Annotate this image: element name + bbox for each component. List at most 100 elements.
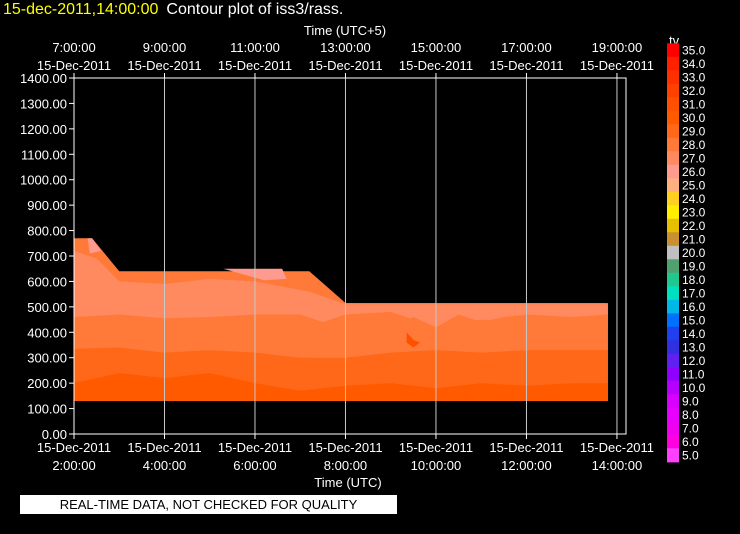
colorbar-swatch-8	[667, 151, 679, 166]
x-tick-top-date-1: 15-Dec-2011	[127, 58, 201, 73]
colorbar-swatch-5	[667, 110, 679, 125]
colorbar-swatch-25	[667, 380, 679, 395]
colorbar-swatch-10	[667, 178, 679, 193]
x-tick-top-date-2: 15-Dec-2011	[218, 58, 292, 73]
colorbar-swatch-19	[667, 299, 679, 314]
x-tick-bottom-time-0: 2:00:00	[52, 458, 95, 473]
timestamp: 15-dec-2011,14:00:00	[3, 1, 159, 18]
colorbar-level-27: 8.0	[682, 408, 699, 422]
colorbar-swatch-13	[667, 218, 679, 233]
x-tick-bottom-time-2: 6:00:00	[233, 458, 276, 473]
x-tick-bottom-time-6: 14:00:00	[592, 458, 643, 473]
colorbar-level-8: 27.0	[682, 152, 706, 166]
contour-region-1	[87, 238, 102, 254]
colorbar-swatch-30	[667, 448, 679, 463]
colorbar-level-12: 23.0	[682, 206, 706, 220]
colorbar-level-14: 21.0	[682, 233, 706, 247]
colorbar-level-13: 22.0	[682, 219, 706, 233]
colorbar-swatch-14	[667, 232, 679, 247]
colorbar-swatch-11	[667, 191, 679, 206]
y-tick-label-0: 0.00	[42, 427, 67, 442]
colorbar-swatch-16	[667, 259, 679, 274]
x-tick-top-time-2: 11:00:00	[230, 40, 280, 55]
colorbar-level-11: 24.0	[682, 192, 706, 206]
colorbar-swatch-17	[667, 272, 679, 287]
y-tick-label-9: 900.00	[27, 198, 67, 213]
colorbar-level-30: 5.0	[682, 449, 699, 463]
x-tick-top-time-1: 9:00:00	[143, 40, 186, 55]
plot-title: 15-dec-2011,14:00:00 Contour plot of iss3…	[3, 1, 343, 19]
y-tick-label-4: 400.00	[27, 325, 67, 340]
colorbar-level-16: 19.0	[682, 260, 706, 274]
contour-region-4	[74, 314, 608, 358]
x-tick-bottom-date-0: 15-Dec-2011	[37, 440, 111, 455]
colorbar-level-22: 13.0	[682, 341, 706, 355]
colorbar-level-3: 32.0	[682, 84, 706, 98]
colorbar-level-0: 35.0	[682, 44, 706, 58]
colorbar-swatch-29	[667, 434, 679, 449]
colorbar-level-1: 34.0	[682, 57, 706, 71]
x-tick-top-time-0: 7:00:00	[52, 40, 95, 55]
colorbar-level-5: 30.0	[682, 111, 706, 125]
gridlines	[163, 78, 618, 434]
colorbar-swatch-2	[667, 70, 679, 85]
contour-fills	[74, 238, 608, 401]
x-tick-bottom-date-6: 15-Dec-2011	[580, 440, 654, 455]
x-tick-top-date-5: 15-Dec-2011	[489, 58, 563, 73]
y-tick-label-3: 300.00	[27, 351, 67, 366]
x-tick-top-date-6: 15-Dec-2011	[580, 58, 654, 73]
quality-notice: REAL-TIME DATA, NOT CHECKED FOR QUALITY	[20, 495, 397, 514]
x-tick-bottom-date-1: 15-Dec-2011	[127, 440, 201, 455]
contour-region-6	[74, 373, 608, 401]
x-axis-label-top: Time (UTC+5)	[304, 23, 386, 38]
colorbar-level-20: 15.0	[682, 314, 706, 328]
x-tick-bottom-time-1: 4:00:00	[143, 458, 186, 473]
colorbar-swatch-21	[667, 326, 679, 341]
y-tick-label-1: 100.00	[27, 402, 67, 417]
colorbar-level-17: 18.0	[682, 273, 706, 287]
contour-region-3	[74, 250, 608, 328]
colorbar-level-19: 16.0	[682, 300, 706, 314]
colorbar-level-15: 20.0	[682, 246, 706, 260]
colorbar-level-9: 26.0	[682, 165, 706, 179]
x-tick-bottom-time-3: 8:00:00	[324, 458, 367, 473]
y-tick-label-2: 200.00	[27, 376, 67, 391]
y-tick-label-13: 1300.00	[20, 96, 67, 111]
x-tick-bottom-date-5: 15-Dec-2011	[489, 440, 563, 455]
colorbar-swatch-24	[667, 367, 679, 382]
x-tick-top-time-4: 15:00:00	[411, 40, 462, 55]
y-tick-label-7: 700.00	[27, 249, 67, 264]
colorbar-level-6: 29.0	[682, 125, 706, 139]
colorbar-level-21: 14.0	[682, 327, 706, 341]
x-axis-label-bottom: Time (UTC)	[314, 475, 381, 490]
colorbar-swatch-22	[667, 340, 679, 355]
colorbar-swatch-20	[667, 313, 679, 328]
colorbar-swatch-6	[667, 124, 679, 139]
x-tick-top-date-3: 15-Dec-2011	[308, 58, 382, 73]
contour-region-7	[406, 332, 421, 348]
colorbar: tv35.034.033.032.031.030.029.028.027.026…	[667, 33, 706, 463]
colorbar-level-10: 25.0	[682, 179, 706, 193]
x-tick-bottom-date-3: 15-Dec-2011	[308, 440, 382, 455]
colorbar-level-26: 9.0	[682, 395, 699, 409]
colorbar-swatch-26	[667, 394, 679, 409]
x-tick-top-date-0: 15-Dec-2011	[37, 58, 111, 73]
colorbar-swatch-28	[667, 421, 679, 436]
x-tick-bottom-date-4: 15-Dec-2011	[399, 440, 473, 455]
colorbar-swatch-9	[667, 164, 679, 179]
x-tick-top-time-5: 17:00:00	[501, 40, 552, 55]
colorbar-swatch-15	[667, 245, 679, 260]
colorbar-swatch-1	[667, 56, 679, 71]
x-tick-top-time-3: 13:00:00	[320, 40, 371, 55]
y-tick-label-8: 800.00	[27, 224, 67, 239]
x-tick-bottom-date-2: 15-Dec-2011	[218, 440, 292, 455]
axes: 0.00 100.00 200.00 300.00 400.00 500.00 600.00…	[20, 40, 654, 473]
colorbar-level-18: 17.0	[682, 287, 706, 301]
y-tick-label-5: 500.00	[27, 300, 67, 315]
colorbar-swatch-27	[667, 407, 679, 422]
title-text: Contour plot of iss3/rass.	[166, 1, 344, 18]
y-tick-label-14: 1400.00	[20, 71, 67, 86]
y-tick-label-10: 1000.00	[20, 173, 67, 188]
colorbar-level-23: 12.0	[682, 354, 706, 368]
